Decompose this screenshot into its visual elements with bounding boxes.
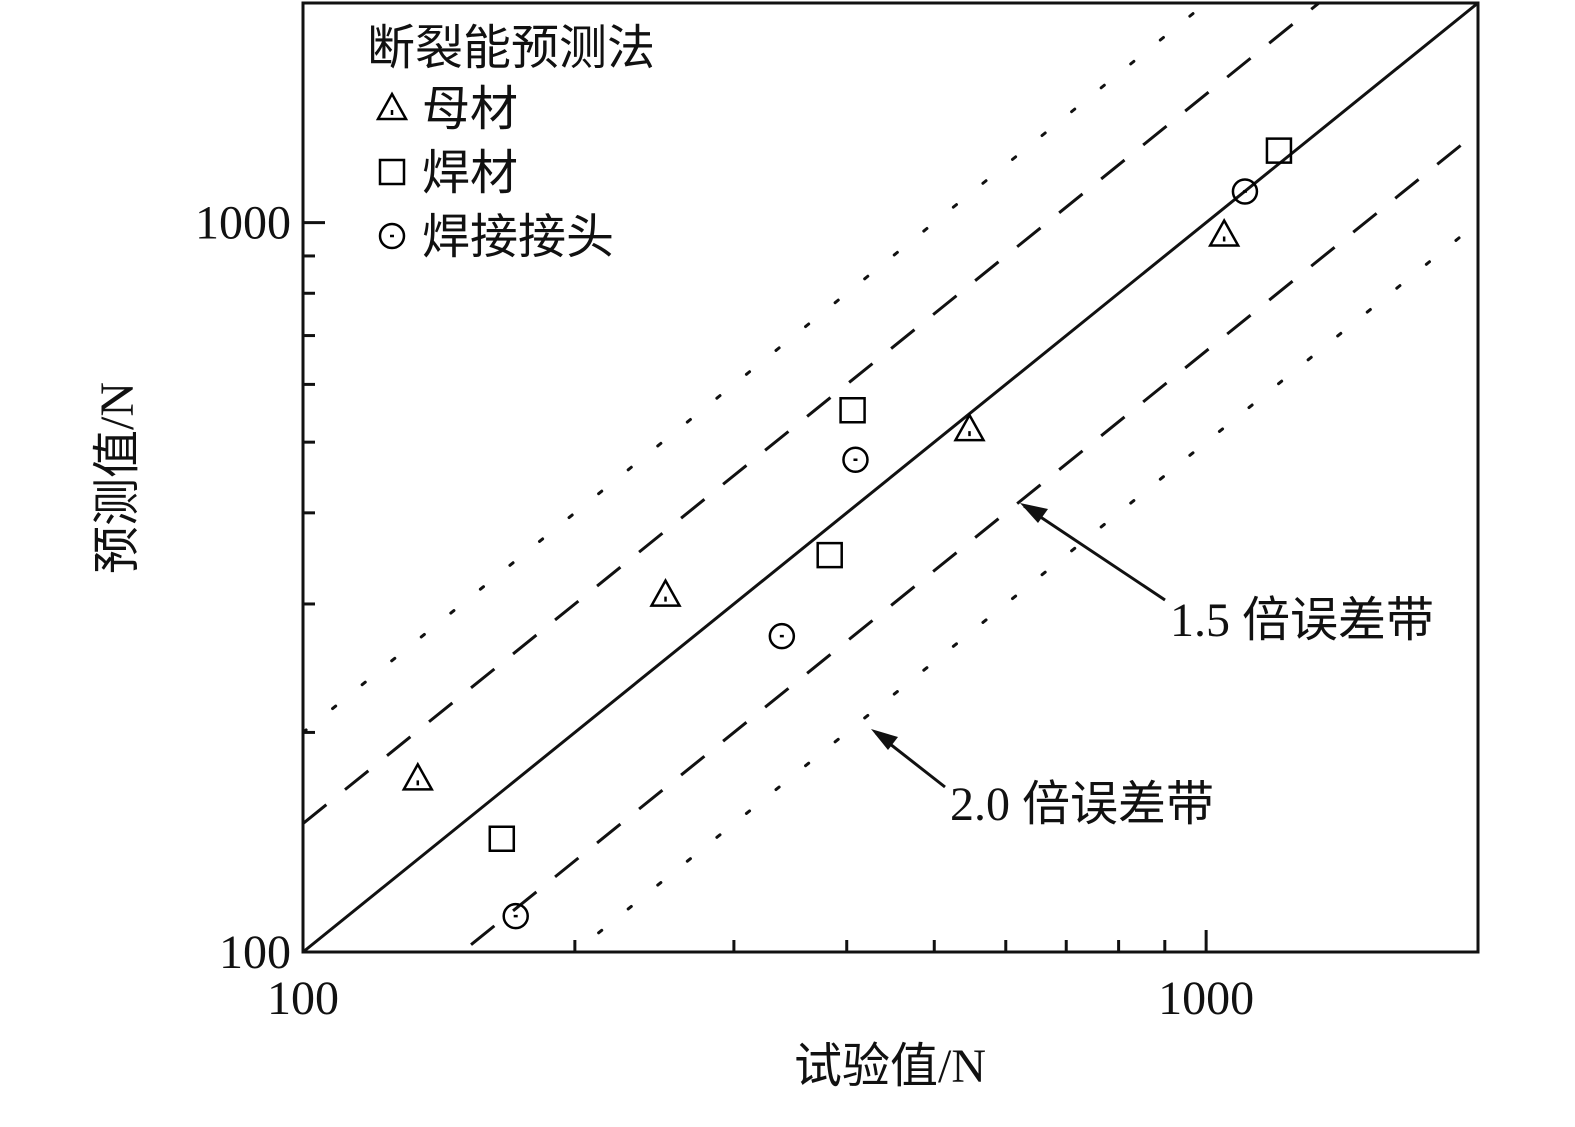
data-point [1208,217,1241,247]
annotation: 1.5 倍误差带 [1170,594,1434,647]
legend-marker [378,158,406,186]
data-point [842,446,869,473]
y-tick-label: 100 [219,926,291,979]
annotation-arrow [1023,504,1166,602]
reference-line [572,221,1478,952]
data-point [1265,137,1293,164]
plot-frame [301,1,1480,954]
x-tick-label: 100 [267,972,339,1025]
arrow-head [871,729,898,750]
data-point [649,578,682,607]
reference-line [303,3,1478,952]
data-point [953,412,986,442]
x-tick-label: 1000 [1158,972,1254,1025]
legend-title: 断裂能预测法 [367,22,655,75]
data-point [401,761,434,791]
data-point [1231,178,1259,205]
data-point [768,622,796,650]
annotation: 2.0 倍误差带 [950,778,1214,831]
data-point [488,825,516,852]
arrow-head [1020,503,1048,523]
y-tick-label: 1000 [195,197,291,250]
data-point [502,902,529,930]
legend-marker [378,222,406,250]
reference-lines [303,3,1478,952]
x-axis-label: 试验值/N [794,1040,986,1093]
data-point [816,541,843,569]
y-axis-label: 预测值/N [91,382,144,574]
legend-label: 焊接接头 [422,211,614,264]
data-point [839,396,866,424]
legend-label: 母材 [422,83,518,136]
legend-marker [375,91,409,121]
reference-line [459,130,1478,952]
reference-line [303,3,1322,825]
legend-label: 焊材 [422,147,518,200]
